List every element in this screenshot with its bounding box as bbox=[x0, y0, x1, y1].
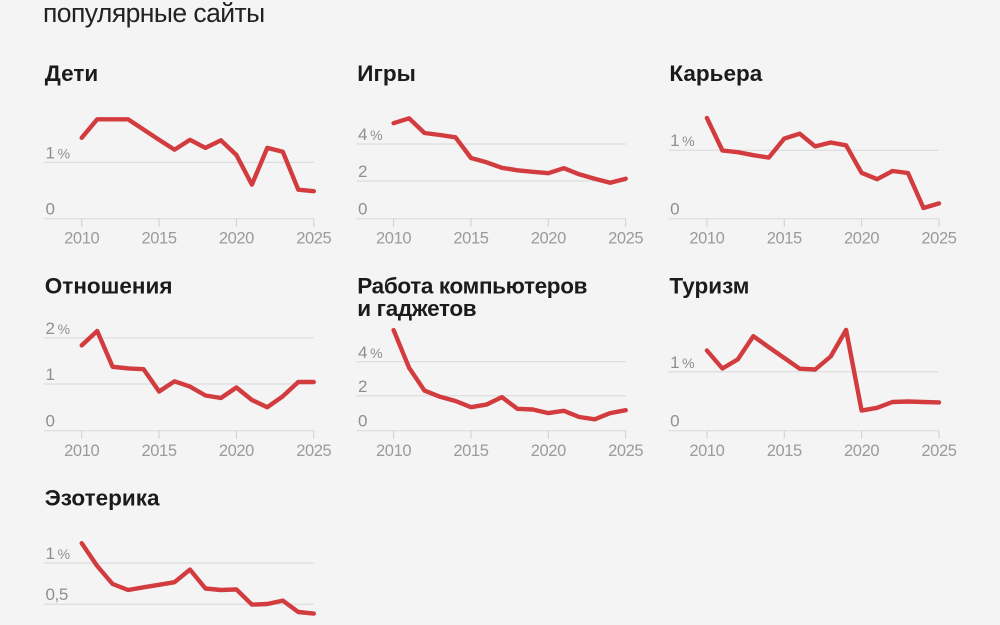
svg-text:0: 0 bbox=[358, 412, 367, 431]
svg-text:2010: 2010 bbox=[376, 442, 411, 460]
svg-text:2015: 2015 bbox=[453, 442, 488, 460]
svg-text:0: 0 bbox=[358, 200, 367, 219]
svg-text:0: 0 bbox=[46, 200, 55, 219]
svg-text:2020: 2020 bbox=[531, 230, 566, 248]
svg-text:1%: 1% bbox=[670, 353, 694, 372]
svg-text:Карьера: Карьера bbox=[669, 61, 762, 86]
svg-text:2025: 2025 bbox=[921, 230, 956, 248]
svg-text:2: 2 bbox=[358, 162, 367, 181]
svg-text:0,5: 0,5 bbox=[46, 585, 68, 604]
svg-text:2015: 2015 bbox=[767, 230, 802, 248]
svg-text:популярные сайты: популярные сайты bbox=[43, 0, 265, 28]
svg-text:2020: 2020 bbox=[531, 442, 566, 460]
svg-text:4%: 4% bbox=[358, 343, 382, 362]
svg-text:2010: 2010 bbox=[689, 230, 724, 248]
svg-text:Отношения: Отношения bbox=[45, 274, 173, 299]
svg-text:2025: 2025 bbox=[608, 230, 643, 248]
svg-text:2025: 2025 bbox=[296, 442, 331, 460]
svg-text:2025: 2025 bbox=[296, 230, 331, 248]
svg-text:2: 2 bbox=[358, 377, 367, 396]
svg-text:2020: 2020 bbox=[844, 442, 879, 460]
svg-text:1%: 1% bbox=[46, 143, 70, 162]
svg-text:2015: 2015 bbox=[141, 230, 176, 248]
svg-text:2015: 2015 bbox=[141, 442, 176, 460]
svg-text:2%: 2% bbox=[46, 319, 70, 338]
svg-text:0: 0 bbox=[670, 412, 679, 431]
svg-text:2015: 2015 bbox=[453, 230, 488, 248]
svg-text:2010: 2010 bbox=[376, 230, 411, 248]
svg-text:1%: 1% bbox=[46, 544, 70, 563]
svg-text:2010: 2010 bbox=[689, 442, 724, 460]
svg-text:1%: 1% bbox=[670, 131, 694, 150]
svg-text:2025: 2025 bbox=[608, 442, 643, 460]
svg-text:2010: 2010 bbox=[64, 230, 99, 248]
svg-text:2010: 2010 bbox=[64, 442, 99, 460]
svg-text:Эзотерика: Эзотерика bbox=[45, 486, 160, 511]
svg-text:и гаджетов: и гаджетов bbox=[357, 296, 476, 321]
svg-text:2025: 2025 bbox=[921, 442, 956, 460]
svg-text:2020: 2020 bbox=[844, 230, 879, 248]
svg-text:Туризм: Туризм bbox=[669, 274, 749, 299]
svg-text:4%: 4% bbox=[358, 125, 382, 144]
svg-text:2020: 2020 bbox=[219, 230, 254, 248]
svg-text:0: 0 bbox=[670, 200, 679, 219]
svg-text:2015: 2015 bbox=[767, 442, 802, 460]
svg-text:Дети: Дети bbox=[45, 61, 98, 86]
svg-text:1: 1 bbox=[46, 365, 55, 384]
svg-text:Работа компьютеров: Работа компьютеров bbox=[357, 274, 587, 299]
svg-text:Игры: Игры bbox=[357, 61, 416, 86]
svg-text:2020: 2020 bbox=[219, 442, 254, 460]
svg-text:0: 0 bbox=[46, 412, 55, 431]
